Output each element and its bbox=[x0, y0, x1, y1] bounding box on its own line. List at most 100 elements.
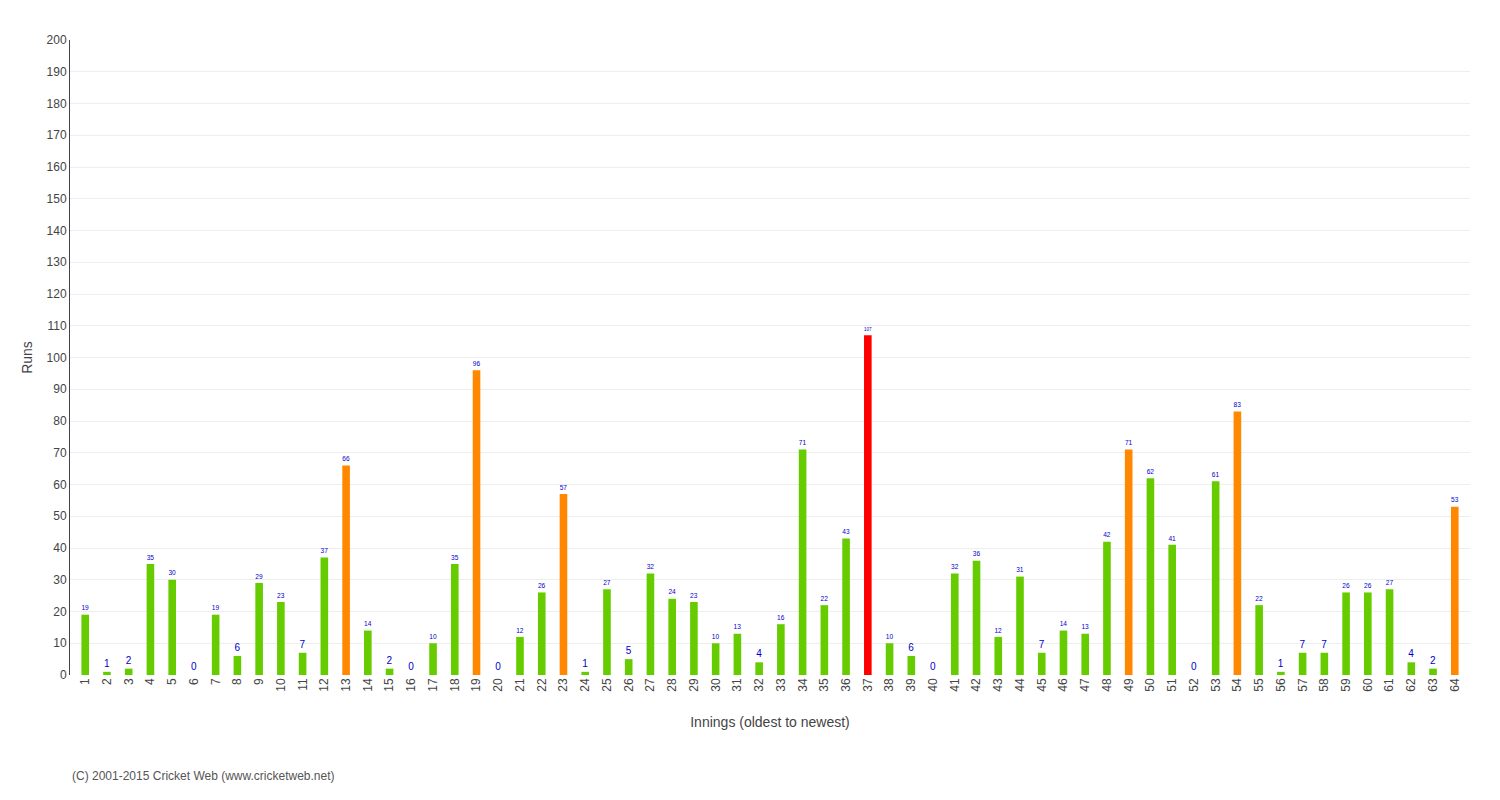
svg-text:54: 54 bbox=[1230, 678, 1244, 692]
svg-text:4: 4 bbox=[1408, 648, 1414, 659]
svg-text:29: 29 bbox=[255, 573, 263, 580]
svg-text:41: 41 bbox=[1168, 535, 1176, 542]
svg-text:150: 150 bbox=[47, 192, 67, 206]
svg-text:19: 19 bbox=[81, 604, 89, 611]
svg-text:1: 1 bbox=[104, 658, 110, 669]
svg-text:Innings (oldest to newest): Innings (oldest to newest) bbox=[690, 714, 850, 730]
svg-text:2: 2 bbox=[1430, 655, 1436, 666]
svg-text:30: 30 bbox=[53, 573, 67, 587]
svg-text:26: 26 bbox=[1342, 582, 1350, 589]
svg-text:140: 140 bbox=[47, 224, 67, 238]
svg-text:23: 23 bbox=[690, 592, 698, 599]
svg-text:30: 30 bbox=[168, 569, 176, 576]
svg-text:43: 43 bbox=[842, 528, 850, 535]
svg-text:50: 50 bbox=[53, 509, 67, 523]
svg-text:80: 80 bbox=[53, 414, 67, 428]
svg-text:0: 0 bbox=[408, 661, 414, 672]
svg-text:47: 47 bbox=[1078, 678, 1092, 692]
svg-text:28: 28 bbox=[665, 678, 679, 692]
svg-text:90: 90 bbox=[53, 382, 67, 396]
svg-text:4: 4 bbox=[756, 648, 762, 659]
svg-text:62: 62 bbox=[1147, 468, 1155, 475]
svg-text:71: 71 bbox=[799, 439, 807, 446]
svg-text:56: 56 bbox=[1274, 678, 1288, 692]
svg-text:10: 10 bbox=[886, 633, 894, 640]
svg-text:9: 9 bbox=[252, 678, 266, 685]
svg-text:6: 6 bbox=[234, 642, 240, 653]
svg-text:0: 0 bbox=[191, 661, 197, 672]
svg-text:31: 31 bbox=[1016, 566, 1024, 573]
svg-text:2: 2 bbox=[126, 655, 132, 666]
svg-text:7: 7 bbox=[300, 639, 306, 650]
svg-text:36: 36 bbox=[839, 678, 853, 692]
svg-text:14: 14 bbox=[364, 620, 372, 627]
svg-text:1: 1 bbox=[1278, 658, 1284, 669]
svg-text:19: 19 bbox=[469, 678, 483, 692]
svg-text:0: 0 bbox=[930, 661, 936, 672]
svg-text:38: 38 bbox=[882, 678, 896, 692]
svg-text:12: 12 bbox=[516, 627, 524, 634]
svg-text:2: 2 bbox=[387, 655, 393, 666]
svg-text:170: 170 bbox=[47, 128, 67, 142]
svg-text:22: 22 bbox=[1255, 595, 1263, 602]
svg-text:49: 49 bbox=[1122, 678, 1136, 692]
svg-text:32: 32 bbox=[951, 563, 959, 570]
svg-text:10: 10 bbox=[53, 636, 67, 650]
svg-text:64: 64 bbox=[1448, 678, 1462, 692]
svg-text:130: 130 bbox=[47, 255, 67, 269]
svg-text:22: 22 bbox=[821, 595, 829, 602]
svg-text:35: 35 bbox=[451, 554, 459, 561]
svg-text:43: 43 bbox=[991, 678, 1005, 692]
svg-text:24: 24 bbox=[668, 588, 676, 595]
svg-text:107: 107 bbox=[864, 327, 872, 332]
svg-text:22: 22 bbox=[535, 678, 549, 692]
svg-text:58: 58 bbox=[1317, 678, 1331, 692]
svg-text:5: 5 bbox=[165, 678, 179, 685]
svg-text:5: 5 bbox=[626, 645, 632, 656]
svg-text:36: 36 bbox=[973, 550, 981, 557]
svg-text:32: 32 bbox=[647, 563, 655, 570]
svg-text:59: 59 bbox=[1339, 678, 1353, 692]
svg-text:62: 62 bbox=[1404, 678, 1418, 692]
svg-text:7: 7 bbox=[1039, 639, 1045, 650]
svg-text:70: 70 bbox=[53, 446, 67, 460]
svg-text:83: 83 bbox=[1234, 401, 1242, 408]
svg-text:40: 40 bbox=[53, 541, 67, 555]
svg-text:31: 31 bbox=[730, 678, 744, 692]
svg-text:190: 190 bbox=[47, 65, 67, 79]
svg-text:27: 27 bbox=[1386, 579, 1394, 586]
svg-text:61: 61 bbox=[1382, 678, 1396, 692]
svg-text:32: 32 bbox=[752, 678, 766, 692]
svg-text:33: 33 bbox=[774, 678, 788, 692]
svg-text:25: 25 bbox=[600, 678, 614, 692]
svg-text:3: 3 bbox=[122, 678, 136, 685]
svg-text:14: 14 bbox=[361, 678, 375, 692]
svg-text:18: 18 bbox=[448, 678, 462, 692]
svg-text:53: 53 bbox=[1451, 496, 1459, 503]
svg-text:6: 6 bbox=[187, 678, 201, 685]
svg-text:60: 60 bbox=[1361, 678, 1375, 692]
svg-text:15: 15 bbox=[382, 678, 396, 692]
svg-text:0: 0 bbox=[1191, 661, 1197, 672]
svg-text:57: 57 bbox=[560, 484, 568, 491]
svg-text:26: 26 bbox=[538, 582, 546, 589]
svg-text:16: 16 bbox=[404, 678, 418, 692]
svg-text:100: 100 bbox=[47, 351, 67, 365]
svg-text:29: 29 bbox=[687, 678, 701, 692]
svg-text:1: 1 bbox=[78, 678, 92, 685]
svg-text:200: 200 bbox=[47, 33, 67, 47]
svg-text:0: 0 bbox=[495, 661, 501, 672]
svg-text:23: 23 bbox=[277, 592, 285, 599]
svg-text:26: 26 bbox=[1364, 582, 1372, 589]
svg-text:24: 24 bbox=[578, 678, 592, 692]
svg-text:48: 48 bbox=[1100, 678, 1114, 692]
svg-text:6: 6 bbox=[908, 642, 914, 653]
svg-text:7: 7 bbox=[209, 678, 223, 685]
svg-text:10: 10 bbox=[274, 678, 288, 692]
svg-text:10: 10 bbox=[429, 633, 437, 640]
svg-text:27: 27 bbox=[643, 678, 657, 692]
svg-text:13: 13 bbox=[734, 623, 742, 630]
svg-text:46: 46 bbox=[1056, 678, 1070, 692]
svg-text:19: 19 bbox=[212, 604, 220, 611]
svg-text:63: 63 bbox=[1426, 678, 1440, 692]
